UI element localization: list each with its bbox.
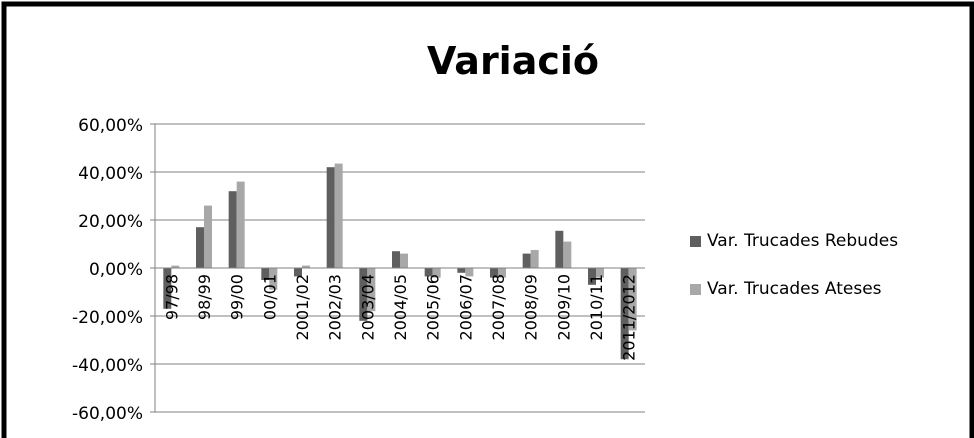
y-tick-label: -40,00% xyxy=(72,356,143,376)
bar-rebudes xyxy=(392,251,400,268)
y-tick-label: 40,00% xyxy=(78,164,143,184)
x-tick-label: 2005/06 xyxy=(424,274,443,340)
x-tick-label: 2011/2012 xyxy=(620,274,639,361)
legend-label-rebudes: Var. Trucades Rebudes xyxy=(707,231,898,251)
bar-rebudes xyxy=(163,268,172,309)
x-tick-label: 2007/08 xyxy=(489,274,508,340)
y-tick-label: 20,00% xyxy=(78,212,143,232)
x-tick-label: 2008/09 xyxy=(522,274,541,340)
legend-swatch-rebudes xyxy=(690,236,701,247)
bar-ateses xyxy=(465,268,474,277)
bar-rebudes xyxy=(359,268,368,321)
plot-area: 60,00% 40,00% 20,00% 0,00% -20,00% -40,00% -60… xyxy=(72,116,645,424)
bar-rebudes xyxy=(588,268,596,285)
x-tick-label: 2004/05 xyxy=(391,274,410,340)
bar-rebudes xyxy=(620,268,629,360)
y-tick-label: 0,00% xyxy=(89,260,143,280)
bar-ateses xyxy=(171,265,180,268)
bar-rebudes xyxy=(326,167,335,268)
bar-ateses xyxy=(269,268,278,290)
bar-rebudes xyxy=(457,268,466,273)
bar-ateses xyxy=(334,163,343,268)
bar-rebudes xyxy=(228,191,237,268)
bar-ateses xyxy=(204,205,212,268)
bar-rebudes xyxy=(261,268,270,280)
bar-ateses xyxy=(628,268,637,331)
bar-ateses xyxy=(432,268,441,278)
y-tick-label: -60,00% xyxy=(72,404,143,424)
bar-ateses xyxy=(236,181,245,268)
bar-ateses xyxy=(498,268,506,278)
bar-ateses xyxy=(596,268,604,278)
bar-rebudes xyxy=(424,268,433,277)
y-tick-label: 60,00% xyxy=(78,116,143,136)
x-tick-label: 2002/03 xyxy=(326,274,345,340)
bar-ateses xyxy=(302,265,310,268)
x-tick-label: 2009/10 xyxy=(554,274,573,340)
x-tick-label: 99/00 xyxy=(228,274,247,320)
x-tick-label: 97/98 xyxy=(162,274,181,320)
x-tick-label: 2001/02 xyxy=(293,274,312,340)
x-tick-label: 2010/11 xyxy=(587,274,606,340)
bar-rebudes xyxy=(522,253,531,268)
legend: Var. Trucades Rebudes Var. Trucades Atese… xyxy=(690,231,898,299)
bar-rebudes xyxy=(555,230,564,268)
x-tick-label: 98/99 xyxy=(195,274,214,320)
bar-rebudes xyxy=(294,268,302,277)
legend-swatch-ateses xyxy=(690,284,701,295)
x-tick-label: 2003/04 xyxy=(358,274,377,340)
chart-title: Variació xyxy=(427,39,599,83)
x-tick-label: 00/01 xyxy=(260,274,279,320)
bar-rebudes xyxy=(196,227,204,268)
bar-ateses xyxy=(367,268,376,312)
y-tick-label: -20,00% xyxy=(72,308,143,328)
legend-label-ateses: Var. Trucades Ateses xyxy=(707,279,882,299)
bar-ateses xyxy=(530,250,539,268)
bar-ateses xyxy=(400,253,408,268)
bar-rebudes xyxy=(490,268,498,278)
bar-ateses xyxy=(563,241,572,268)
x-tick-label: 2006/07 xyxy=(456,274,475,340)
